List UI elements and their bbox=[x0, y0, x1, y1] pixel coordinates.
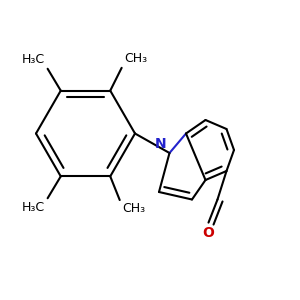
Text: H₃C: H₃C bbox=[22, 201, 45, 214]
Text: H₃C: H₃C bbox=[22, 53, 45, 66]
Text: CH₃: CH₃ bbox=[124, 52, 147, 65]
Text: CH₃: CH₃ bbox=[122, 202, 145, 215]
Text: N: N bbox=[154, 136, 166, 151]
Text: O: O bbox=[202, 226, 214, 240]
